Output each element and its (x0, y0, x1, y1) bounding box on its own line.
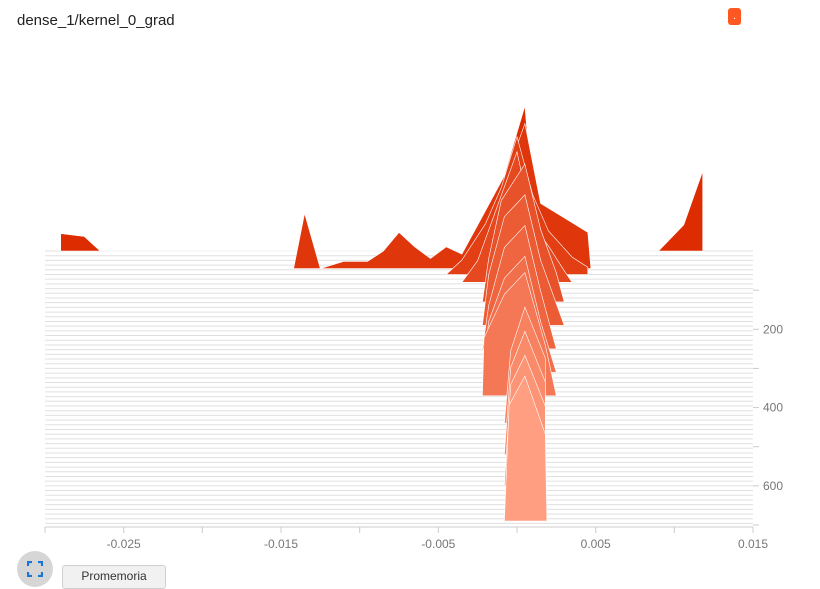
axes: -0.025 -0.015 -0.005 0.005 0.015 200 400 600 (44, 289, 783, 551)
run-color-chip[interactable]: . (728, 8, 741, 25)
histogram-slice (60, 105, 704, 252)
histogram-series (60, 105, 704, 522)
x-tick-label: 0.005 (581, 537, 611, 551)
histogram-slice (504, 375, 548, 522)
x-tick-label: -0.015 (264, 537, 298, 551)
chart-title: dense_1/kernel_0_grad (17, 12, 175, 29)
x-tick-label: -0.025 (107, 537, 141, 551)
y-tick-label: 200 (763, 322, 783, 336)
x-tick-label: -0.005 (421, 537, 455, 551)
y-tick-label: 600 (763, 479, 783, 493)
mode-button[interactable]: Promemoria (62, 565, 166, 589)
grid-lines (45, 250, 753, 524)
fullscreen-icon (27, 561, 43, 577)
expand-button[interactable] (17, 551, 53, 587)
y-tick-label: 400 (763, 401, 783, 415)
x-tick-label: 0.015 (738, 537, 768, 551)
histogram-chart: -0.025 -0.015 -0.005 0.005 0.015 200 400 600 (44, 105, 783, 551)
